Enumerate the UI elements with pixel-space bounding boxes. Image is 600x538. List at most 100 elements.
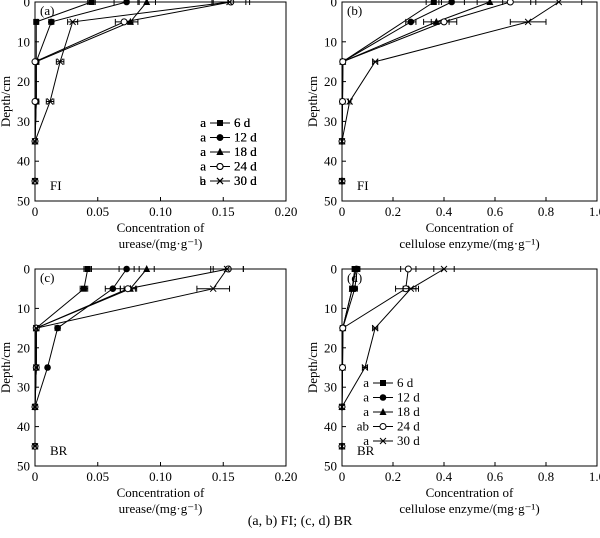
- legend-letter: a: [363, 404, 369, 419]
- cross-stroke: [32, 324, 40, 332]
- y-tick-label: 20: [324, 74, 337, 89]
- cross-stroke: [440, 265, 448, 273]
- series-line: [34, 268, 229, 447]
- series-line: [341, 268, 357, 447]
- legend-letter: a: [363, 433, 369, 448]
- legend-label: 6 d: [234, 115, 251, 130]
- x-axis-label: Concentration of: [117, 220, 205, 235]
- site-label: BR: [50, 443, 68, 458]
- x-axis-label: Concentration of: [426, 485, 514, 500]
- legend-entry: a 6 d: [200, 115, 251, 130]
- cross-stroke: [46, 98, 54, 105]
- data-point: [109, 285, 117, 293]
- y-axis-label: Depth/cm: [305, 342, 320, 393]
- cross-stroke: [379, 437, 387, 445]
- data-point: [31, 137, 39, 145]
- x-tick-label: 0.10: [149, 204, 172, 219]
- legend-letter: a: [200, 130, 206, 145]
- y-tick-label: 40: [17, 419, 30, 434]
- y-tick-label: 10: [17, 301, 30, 316]
- data-point: [555, 0, 563, 6]
- legend-letter: a: [200, 159, 206, 174]
- legend-letter: a: [200, 115, 206, 130]
- legend-marker: [379, 408, 387, 415]
- legend-letter: a: [200, 130, 206, 145]
- y-tick-label: 0: [331, 262, 338, 277]
- data-point: [31, 98, 39, 105]
- data-point: [440, 265, 448, 273]
- series-line: [341, 1, 560, 182]
- cross-stroke: [56, 58, 64, 66]
- data-point: [69, 18, 77, 26]
- x-axis-label: urease/(mg·g⁻¹): [119, 501, 203, 516]
- legend-label: 18 d: [234, 144, 257, 159]
- x-tick-label: 0.6: [487, 469, 504, 484]
- legend-label: 30 d: [234, 173, 257, 188]
- y-tick-label: 50: [17, 194, 30, 209]
- cross-stroke: [371, 324, 379, 332]
- data-point: [339, 324, 347, 332]
- data-point: [371, 324, 379, 332]
- x-tick-label: 0.05: [86, 469, 109, 484]
- legend-entry: a 6 d: [363, 375, 414, 390]
- series-line: [34, 1, 92, 182]
- cross-stroke: [407, 285, 415, 293]
- data-point: [209, 285, 217, 293]
- y-axis-label: Depth/cm: [0, 342, 13, 393]
- y-tick-label: 30: [17, 114, 30, 129]
- x-axis-label: Concentration of: [426, 220, 514, 235]
- legend-label: 24 d: [234, 159, 257, 174]
- cross-stroke: [524, 18, 532, 26]
- legend-label: 18 d: [397, 404, 420, 419]
- legend-label: 18 d: [234, 144, 257, 159]
- x-tick-label: 0.4: [436, 204, 453, 219]
- cross-stroke: [31, 403, 39, 411]
- data-point: [404, 265, 412, 273]
- x-axis-label: Concentration of: [117, 485, 205, 500]
- series-line: [34, 1, 230, 182]
- x-axis-label: cellulose enzyme/(mg·g⁻¹): [399, 236, 539, 251]
- data-point: [407, 285, 415, 293]
- cross-stroke: [31, 442, 39, 450]
- chart-panel-d: 0 0.2 0.4 0.6 0.8 1.0 0 10 20 30 40 50 Depth/cm Conce…: [305, 262, 600, 517]
- legend-marker: [379, 394, 387, 401]
- x-tick-label: 0: [339, 204, 346, 219]
- cross-stroke: [223, 265, 231, 273]
- site-label: BR: [357, 443, 375, 458]
- x-tick-label: 0: [32, 469, 39, 484]
- series-18d: [31, 0, 156, 185]
- series-12d: [338, 0, 465, 185]
- legend-letter: a: [200, 115, 206, 130]
- data-point: [143, 265, 151, 272]
- plot-frame: [341, 268, 598, 467]
- legend-marker: [380, 380, 386, 386]
- legend-entry: a 18 d: [363, 404, 420, 419]
- legend-letter: a: [200, 173, 206, 188]
- series-6d: [32, 266, 92, 450]
- cross-stroke: [338, 403, 346, 411]
- y-tick-label: 50: [17, 459, 30, 474]
- x-tick-label: 0.2: [385, 469, 401, 484]
- legend-label: 30 d: [397, 433, 420, 448]
- x-tick-label: 0.20: [275, 469, 298, 484]
- y-axis-label: Depth/cm: [305, 76, 320, 127]
- legend-label: 24 d: [234, 159, 257, 174]
- series-6d: [32, 0, 96, 185]
- legend-entry: a 12 d: [363, 390, 420, 405]
- legend-label: 6 d: [397, 375, 414, 390]
- panel-label: (b): [347, 3, 362, 18]
- legend-label: 6 d: [234, 115, 251, 130]
- legend-marker: [216, 177, 224, 185]
- data-point: [56, 58, 64, 66]
- legend-marker: [216, 148, 224, 155]
- data-point: [123, 265, 130, 273]
- site-label: FI: [357, 178, 369, 193]
- legend-entry: ab 24 d: [357, 419, 421, 434]
- series-line: [341, 1, 511, 182]
- cross-stroke: [338, 177, 346, 185]
- cross-stroke: [371, 58, 379, 66]
- data-point: [80, 285, 87, 292]
- data-point: [226, 0, 233, 6]
- data-point: [31, 177, 39, 185]
- legend-letter: a: [200, 159, 206, 174]
